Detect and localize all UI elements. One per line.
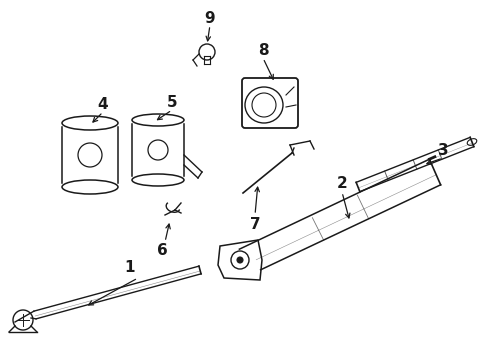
Ellipse shape — [467, 139, 477, 145]
Ellipse shape — [132, 114, 184, 126]
Text: 4: 4 — [98, 96, 108, 112]
Text: 1: 1 — [125, 261, 135, 275]
Circle shape — [252, 93, 276, 117]
Circle shape — [199, 44, 215, 60]
Circle shape — [231, 251, 249, 269]
Text: 3: 3 — [438, 143, 448, 158]
Circle shape — [237, 257, 243, 263]
Circle shape — [13, 310, 33, 330]
Text: 9: 9 — [205, 10, 215, 26]
Text: 7: 7 — [250, 216, 260, 231]
Text: 2: 2 — [337, 176, 347, 190]
Ellipse shape — [245, 87, 283, 123]
Text: 6: 6 — [157, 243, 168, 257]
Circle shape — [148, 140, 168, 160]
FancyBboxPatch shape — [242, 78, 298, 128]
Ellipse shape — [62, 180, 118, 194]
Circle shape — [78, 143, 102, 167]
Text: 8: 8 — [258, 42, 269, 58]
Ellipse shape — [132, 174, 184, 186]
Polygon shape — [218, 240, 262, 280]
Text: 5: 5 — [167, 95, 177, 109]
Ellipse shape — [62, 116, 118, 130]
